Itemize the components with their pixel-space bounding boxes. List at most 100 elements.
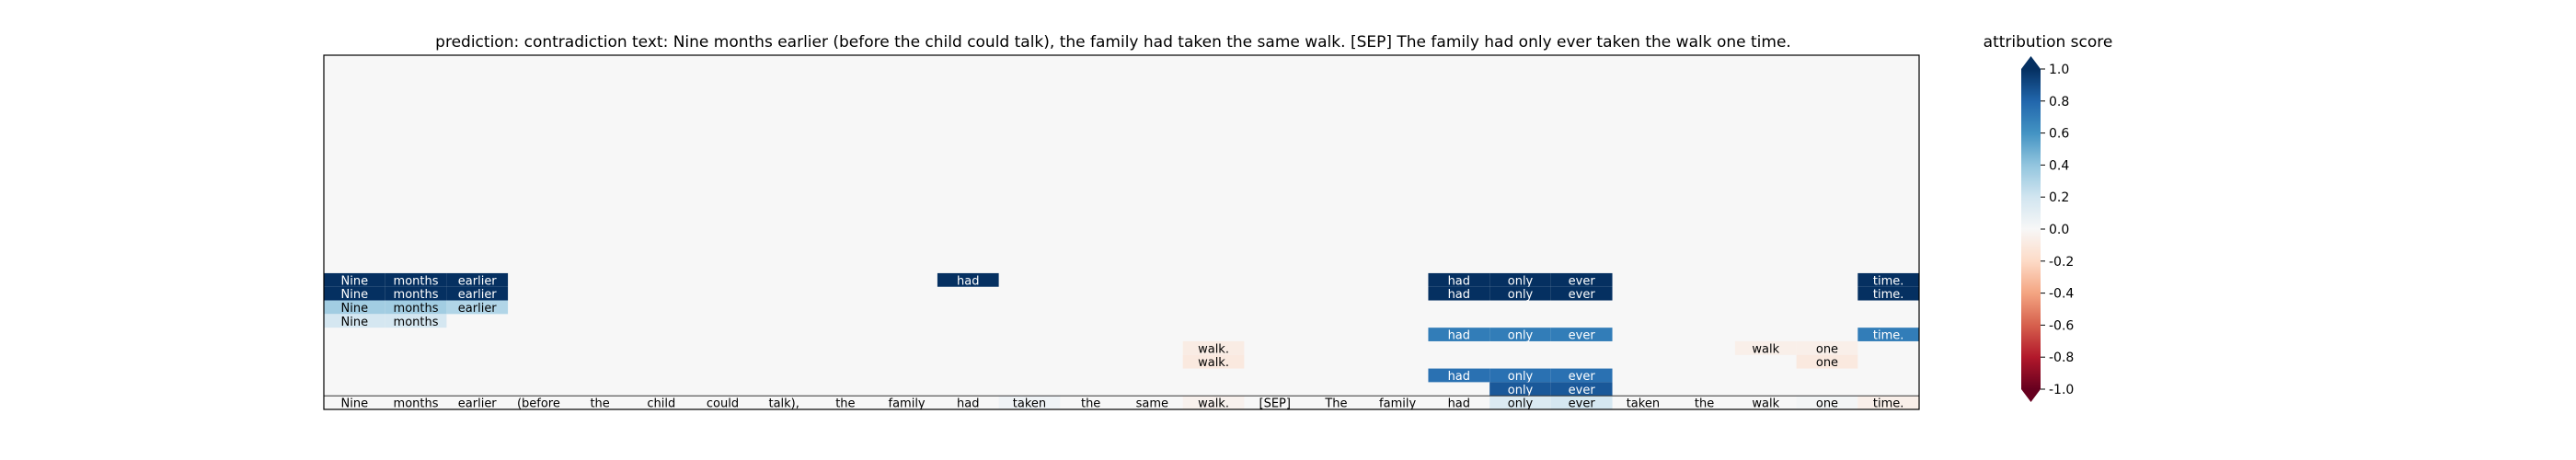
cell-token-label: had <box>1448 370 1470 384</box>
cell-token-label: one <box>1816 342 1838 356</box>
cell-token-label: time. <box>1873 274 1904 288</box>
cell-token-label: earlier <box>458 288 498 302</box>
token-label: (before <box>517 397 560 411</box>
token-label: The <box>1324 397 1347 411</box>
token-label: had <box>957 397 979 411</box>
colorbar-tick-label: 0.4 <box>2049 158 2069 173</box>
heatmap-frame <box>323 54 1920 410</box>
heatmap-cell <box>1182 340 1245 355</box>
heatmap-cell <box>324 286 385 301</box>
cell-token-label: only <box>1508 288 1534 302</box>
cell-token-label: Nine <box>341 288 369 302</box>
heatmap-cell <box>1489 396 1551 409</box>
heatmap-cell <box>385 286 447 301</box>
token-label: family <box>1379 397 1416 411</box>
heatmap-cell <box>1796 340 1858 355</box>
token-label: the <box>835 397 855 411</box>
cell-token-label: walk. <box>1198 397 1229 411</box>
token-label: talk), <box>768 397 799 411</box>
heatmap-cell <box>1550 286 1613 301</box>
colorbar-extend-min <box>2021 389 2041 402</box>
cell-token-label: taken <box>1013 397 1046 411</box>
heatmap-cell <box>446 286 509 301</box>
heatmap-cell <box>1796 354 1858 369</box>
heatmap-cell <box>1428 272 1490 287</box>
cell-token-label: only <box>1508 397 1534 411</box>
heatmap-cell <box>1550 328 1613 341</box>
heatmap-cell <box>385 300 447 315</box>
heatmap-cell <box>1182 396 1245 409</box>
cell-token-label: ever <box>1569 274 1596 288</box>
heatmap-cell <box>324 272 385 287</box>
heatmap-cell <box>446 272 509 287</box>
colorbar-tick-label: 0.8 <box>2049 95 2069 109</box>
cell-token-label: one <box>1816 397 1838 411</box>
token-label: earlier <box>458 397 498 411</box>
cell-token-label: ever <box>1569 397 1596 411</box>
colorbar-tick-label: -0.4 <box>2049 287 2074 302</box>
cell-token-label: walk. <box>1198 356 1229 370</box>
heatmap-cell <box>1796 396 1858 409</box>
token-label: the <box>1081 397 1100 411</box>
cell-token-label: time. <box>1873 329 1904 343</box>
cell-token-label: earlier <box>458 274 498 288</box>
cell-token-label: Nine <box>341 316 369 329</box>
cell-token-label: months <box>394 316 439 329</box>
colorbar-tick-label: 1.0 <box>2049 63 2069 77</box>
heatmap-plot-area: Nine months earlier had had only ever time. Nine… <box>323 54 1920 411</box>
heatmap-cell <box>1489 328 1551 341</box>
heatmap-cell <box>1550 382 1613 397</box>
cell-token-label: only <box>1508 370 1534 384</box>
token-label: child <box>647 397 675 411</box>
heatmap-cell <box>1857 272 1919 287</box>
heatmap-cell <box>1857 328 1919 341</box>
cell-token-label: had <box>1448 274 1470 288</box>
colorbar-tick-label: 0.2 <box>2049 190 2069 205</box>
heatmap-cell <box>998 396 1061 409</box>
colorbar-extend-max <box>2021 56 2041 69</box>
heatmap-cell <box>1550 272 1613 287</box>
token-label: taken <box>1627 397 1660 411</box>
cell-token-label: one <box>1816 356 1838 370</box>
cell-token-label: walk. <box>1198 342 1229 356</box>
heatmap-cell <box>1428 286 1490 301</box>
token-label: family <box>889 397 926 411</box>
token-label: [SEP] <box>1259 397 1291 411</box>
heatmap-cell <box>324 314 385 328</box>
heatmap-cell <box>1857 286 1919 301</box>
cell-token-label: had <box>957 274 979 288</box>
heatmap-cell <box>1489 286 1551 301</box>
heatmap-cell <box>1550 396 1613 409</box>
colorbar-tick-label: -1.0 <box>2049 383 2074 397</box>
heatmap-cell <box>1550 368 1613 383</box>
colorbar-tick-label: 0.0 <box>2049 223 2069 237</box>
cell-token-label: months <box>394 302 439 316</box>
cell-token-label: ever <box>1569 370 1596 384</box>
colorbar-tick-label: -0.6 <box>2049 318 2074 333</box>
token-label: walk <box>1752 397 1779 411</box>
cell-token-label: ever <box>1569 329 1596 343</box>
token-label: the <box>1695 397 1714 411</box>
heatmap-cell <box>385 272 447 287</box>
cell-token-label: ever <box>1569 384 1596 397</box>
colorbar-tick-label: -0.2 <box>2049 255 2074 270</box>
heatmap-cell <box>385 314 447 328</box>
colorbar-body <box>2021 69 2041 389</box>
heatmap-cell <box>1182 354 1245 369</box>
token-label: Nine <box>341 397 369 411</box>
heatmap-cell <box>937 272 999 287</box>
heatmap-cell <box>1857 396 1919 409</box>
cell-token-label: time. <box>1873 397 1904 411</box>
chart-title: prediction: contradiction text: Nine mon… <box>435 33 1791 52</box>
cell-token-label: had <box>1448 329 1470 343</box>
colorbar-tick-label: -0.8 <box>2049 351 2074 365</box>
cell-token-label: Nine <box>341 302 369 316</box>
colorbar: -1.0 -0.8 -0.6 -0.4 -0.2 0.0 0.2 0.4 0.6 0.8 1.0 <box>2021 56 2074 402</box>
heatmap-cell <box>1489 272 1551 287</box>
token-label: could <box>707 397 739 411</box>
heatmap-cell <box>446 300 509 315</box>
cell-token-label: months <box>394 274 439 288</box>
token-label: had <box>1448 397 1470 411</box>
cell-token-label: earlier <box>458 302 498 316</box>
